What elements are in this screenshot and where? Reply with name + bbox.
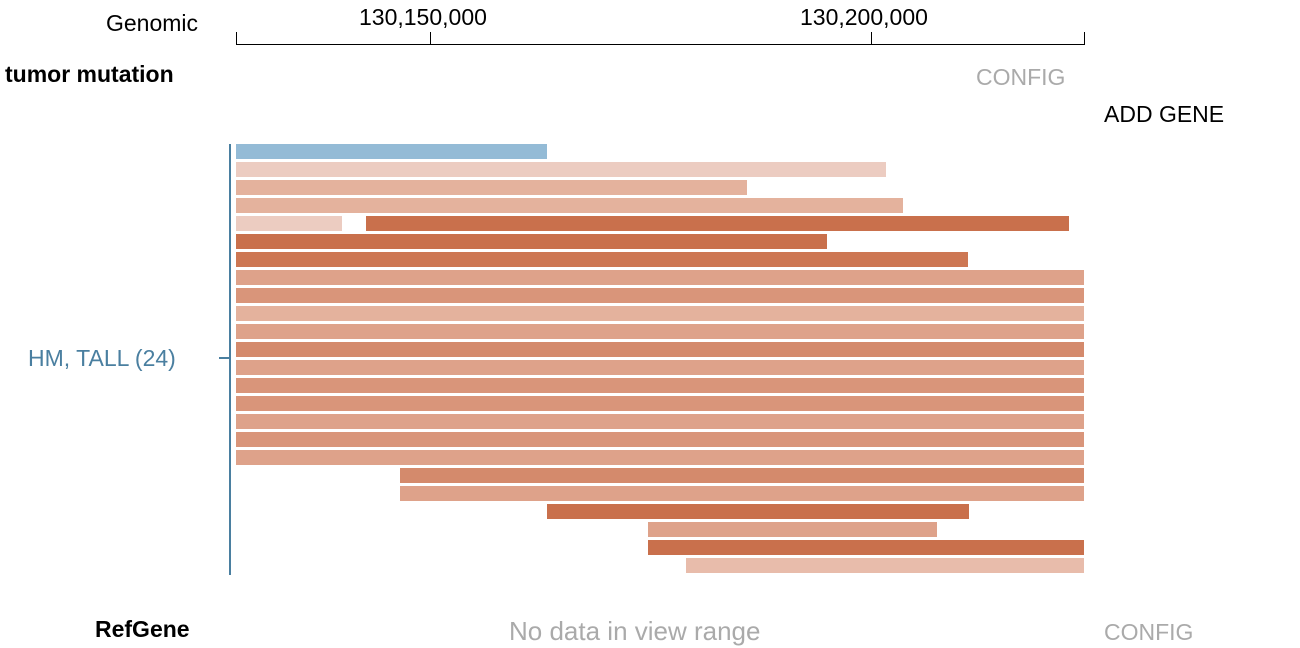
ruler-axis — [236, 44, 1085, 45]
mutation-bar[interactable] — [236, 252, 968, 267]
config-button[interactable]: CONFIG — [976, 64, 1066, 90]
add-gene-button[interactable]: ADD GENE — [1104, 101, 1225, 127]
empty-message: No data in view range — [509, 616, 761, 646]
group-bracket — [229, 144, 231, 575]
mutation-bar[interactable] — [236, 270, 1084, 285]
mutation-bar[interactable] — [400, 486, 1084, 501]
ruler-tick-label: 130,150,000 — [359, 4, 487, 30]
ruler-end-tick — [236, 32, 237, 45]
mutation-bar[interactable] — [236, 198, 903, 213]
mutation-bar[interactable] — [236, 378, 1084, 393]
mutation-bar[interactable] — [236, 432, 1084, 447]
mutation-bar[interactable] — [236, 306, 1084, 321]
group-bracket-tick — [219, 357, 229, 359]
mutation-bar[interactable] — [236, 360, 1084, 375]
mutation-bar[interactable] — [648, 522, 937, 537]
ruler-tick — [430, 32, 431, 45]
mutation-bar[interactable] — [236, 162, 886, 177]
mutation-bar[interactable] — [236, 342, 1084, 357]
refgene-track-title: RefGene — [95, 616, 190, 642]
mutation-bar[interactable] — [236, 180, 747, 195]
ruler-tick — [871, 32, 872, 45]
mutation-bar[interactable] — [236, 396, 1084, 411]
ruler-end-tick — [1084, 32, 1085, 45]
ruler-tick-label: 130,200,000 — [800, 4, 928, 30]
mutation-bar[interactable] — [686, 558, 1084, 573]
ruler-label: Genomic — [106, 10, 199, 36]
mutation-bar[interactable] — [400, 468, 1084, 483]
refgene-config-button[interactable]: CONFIG — [1104, 619, 1194, 645]
mutation-bar[interactable] — [648, 540, 1084, 555]
mutation-bar[interactable] — [236, 288, 1084, 303]
mutation-bar[interactable] — [236, 414, 1084, 429]
mutation-bar[interactable] — [366, 216, 1069, 231]
group-label[interactable]: HM, TALL (24) — [28, 345, 176, 371]
mutation-bar[interactable] — [236, 324, 1084, 339]
mutation-bar[interactable] — [236, 216, 342, 231]
track-title: tumor mutation — [5, 61, 174, 87]
mutation-bar[interactable] — [236, 450, 1084, 465]
mutation-bar[interactable] — [547, 504, 969, 519]
mutation-bar[interactable] — [236, 144, 547, 159]
mutation-bar[interactable] — [236, 234, 827, 249]
